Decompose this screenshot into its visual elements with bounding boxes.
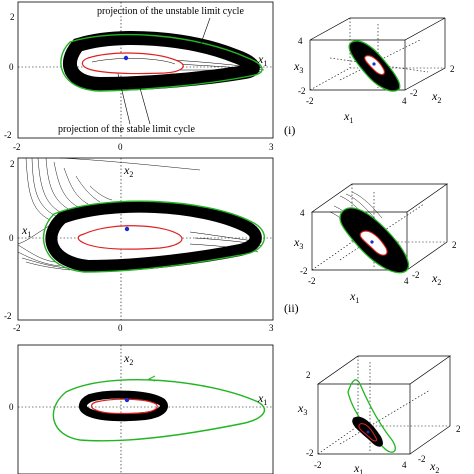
- annotation-stable-leader-1: [117, 73, 131, 125]
- cube-1: 4 -2 -2 4 -2 2 x1 x2 x3: [293, 17, 455, 125]
- panel-2-stable-cycle: [77, 225, 183, 250]
- panel-2-xtick-right: 3: [269, 323, 274, 333]
- panel-1-inner-trajectory: [91, 58, 176, 65]
- cube-3-tick-x1-left: -2: [314, 460, 322, 470]
- panel-2-frame: [17, 157, 274, 321]
- cube-3-side: [409, 356, 451, 455]
- cube-2-front: [311, 212, 408, 271]
- annotation-stable-limit-cycle: projection of the stable limit cycle: [58, 124, 195, 135]
- panel-1-ytick-bottom: -2: [4, 130, 12, 140]
- annotation-unstable-limit-cycle: projection of the unstable limit cycle: [97, 6, 244, 17]
- panel-label-i: (i): [284, 123, 295, 137]
- panel-3-ylabel: x2: [123, 351, 133, 367]
- cube-3-tick-x2-far: 2: [456, 424, 461, 434]
- panel-1-trajectory-band: [62, 31, 260, 92]
- cube-1-x3-label: x3: [293, 59, 303, 75]
- panel-3-direction-arrow: [147, 375, 156, 382]
- panel-2-unstable-cycle: [42, 200, 265, 273]
- cube-2-top: [310, 183, 449, 213]
- cube-1-front: [309, 40, 406, 91]
- panel-2-ytick-mid: 0: [9, 233, 14, 243]
- cube-1-tick-x1-left: -2: [306, 96, 314, 106]
- panel-1-xtick-right: 3: [269, 142, 274, 152]
- cube-3-tick-x3-bottom: -2: [306, 448, 314, 458]
- cube-1-tick-x3-bottom: -2: [298, 86, 306, 96]
- cube-1-x2-label: x2: [431, 89, 441, 105]
- panel-2-transient-trajectories: [17, 157, 201, 271]
- panel-3-equilibrium-point: [124, 397, 130, 403]
- annotation-stable-leader-2: [139, 87, 151, 125]
- panel-3-xlabel: x1: [257, 391, 267, 407]
- cube-3-tick-x2-near: -2: [418, 454, 426, 464]
- panel-1-equilibrium-point: [123, 55, 129, 61]
- cube-3-x2-label: x2: [429, 459, 439, 474]
- cube-3-stable-cycle: [358, 423, 377, 442]
- panel-1-stable-cycle: [81, 52, 184, 75]
- cube-2-tick-x2-near: -2: [412, 270, 420, 280]
- cube-2-stable-cycle: [359, 230, 388, 256]
- cube-2: 4 -2 -2 4 -2 2 x1 x2 x3: [293, 183, 457, 305]
- panel-2-xtick-left: -2: [13, 323, 21, 333]
- cube-1-tick-x1-right: 4: [402, 96, 407, 106]
- cube-2-tick-x3-top: 4: [300, 208, 305, 218]
- cube-3-tick-x1-right: 4: [402, 460, 407, 470]
- cube-2-tick-x1-left: -2: [308, 276, 316, 286]
- cube-3-x1-label: x1: [353, 461, 363, 474]
- cube-2-x3-label: x3: [293, 235, 303, 251]
- cube-3-x3-label: x3: [297, 401, 307, 417]
- cube-3-equilibrium-point: [366, 430, 370, 434]
- cube-2-x2-label: x2: [431, 271, 441, 287]
- panel-1-xtick-mid: 0: [118, 142, 123, 152]
- panel-2-xtick-mid: 0: [118, 323, 123, 333]
- panel-1-ytick-top: 2: [10, 12, 15, 22]
- cube-2-side: [406, 184, 448, 271]
- panel-1-unstable-cycle: [60, 33, 263, 92]
- cube-3-tick-x3-top: 2: [306, 370, 311, 380]
- panel-1-xlabel: x1: [257, 52, 267, 68]
- panel-2-ytick-bottom: -2: [4, 311, 12, 321]
- panel-3-frame: [17, 344, 274, 474]
- cube-2-tick-x3-bottom: -2: [300, 266, 308, 276]
- cube-2-tick-x2-far: 2: [452, 240, 457, 250]
- panel-1-trajectory-streaks: [169, 59, 265, 75]
- cube-1-equilibrium-point: [372, 62, 376, 66]
- panel-3-ytick-mid: 0: [9, 402, 14, 412]
- cube-1-tick-x3-top: 4: [298, 36, 303, 46]
- panel-2-ylabel: x2: [123, 163, 133, 179]
- panel-3-unstable-cycle: [52, 378, 265, 442]
- panel-3: 0 x1 x2: [9, 344, 274, 474]
- panel-2-trajectory-band: [45, 200, 262, 273]
- panel-1-frame: [17, 1, 274, 139]
- panel-3-stable-cycle: [90, 398, 158, 415]
- cube-3-front: [317, 384, 411, 455]
- cube-1-top: [309, 17, 446, 41]
- annotation-unstable-leader: [199, 17, 211, 47]
- cube-1-tick-x2-far: 2: [450, 64, 455, 74]
- cube-2-x1-label: x1: [349, 289, 359, 305]
- cube-2-equilibrium-point: [370, 240, 374, 244]
- panel-label-ii: (ii): [284, 301, 299, 315]
- panel-1-ytick-mid: 0: [9, 62, 14, 72]
- panel-1-xtick-left: -2: [13, 142, 21, 152]
- cube-3: 2 -2 -2 4 -2 2 x1 x2 x3: [297, 355, 461, 474]
- cube-1-tick-x2-near: -2: [410, 88, 418, 98]
- cube-2-back-bottom: [311, 241, 447, 271]
- panel-2: 2 0 -2 -2 0 3 x1 x2: [4, 157, 274, 333]
- panel-1: 2 0 -2 -2 0 3 x1 projection of the unsta…: [4, 1, 274, 152]
- cube-2-tick-x1-right: 4: [404, 276, 409, 286]
- panel-3-trajectory-band: [79, 390, 168, 422]
- cube-3-top: [316, 355, 452, 385]
- panel-2-xlabel: x1: [21, 223, 31, 239]
- cube-1-axis-a: [339, 39, 421, 81]
- cube-3-axis-a: [339, 389, 431, 445]
- panel-2-ytick-top: 2: [10, 159, 15, 169]
- panel-2-equilibrium-point: [124, 226, 130, 232]
- cube-1-x1-label: x1: [343, 109, 353, 125]
